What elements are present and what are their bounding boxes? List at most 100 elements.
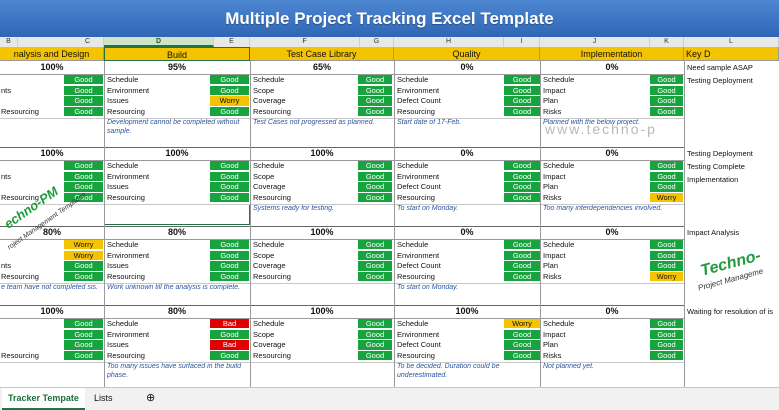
status-badge[interactable]: Good xyxy=(210,161,249,172)
status-badge[interactable]: Good xyxy=(504,161,540,172)
status-badge[interactable]: Good xyxy=(358,106,392,118)
status-badge[interactable]: Worry xyxy=(210,96,249,107)
selected-cell[interactable] xyxy=(104,204,250,225)
column-header-j[interactable]: J xyxy=(540,37,650,47)
key-note[interactable]: Impact Analysis xyxy=(687,228,740,237)
status-badge[interactable]: Good xyxy=(64,96,103,107)
percent-complete[interactable]: 65% xyxy=(312,62,331,72)
key-note[interactable]: Need sample ASAP xyxy=(687,63,753,72)
status-badge[interactable]: Good xyxy=(64,271,103,283)
status-badge[interactable]: Good xyxy=(504,261,540,272)
percent-complete[interactable]: 100% xyxy=(40,148,64,158)
status-badge[interactable]: Good xyxy=(210,75,249,86)
key-note[interactable]: Testing Deployment xyxy=(687,149,753,158)
section-header-5[interactable]: Key D xyxy=(684,47,779,61)
percent-complete[interactable]: 80% xyxy=(167,306,186,316)
percent-complete[interactable]: 80% xyxy=(167,227,186,237)
status-badge[interactable]: Good xyxy=(650,240,683,251)
comment-note[interactable]: Test Cases not progressed as planned. xyxy=(253,119,375,126)
percent-complete[interactable]: 0% xyxy=(605,306,619,316)
status-badge[interactable]: Good xyxy=(358,192,392,204)
column-header-l[interactable]: L xyxy=(684,37,779,47)
column-header-f[interactable]: F xyxy=(250,37,360,47)
percent-complete[interactable]: 95% xyxy=(167,62,186,72)
status-badge[interactable]: Good xyxy=(210,106,249,118)
status-badge[interactable]: Worry xyxy=(504,319,540,330)
sheet-tab-tracker[interactable]: Tracker Tempate xyxy=(2,388,85,410)
status-badge[interactable]: Worry xyxy=(650,271,683,283)
percent-complete[interactable]: 0% xyxy=(460,62,474,72)
section-header-1[interactable]: Build xyxy=(104,47,250,61)
status-badge[interactable]: Good xyxy=(210,85,249,96)
percent-complete[interactable]: 100% xyxy=(310,148,334,158)
column-header-b[interactable]: B xyxy=(0,37,18,47)
column-header-g[interactable]: G xyxy=(360,37,394,47)
comment-note[interactable]: Work unknown till the analysis is comple… xyxy=(107,284,241,291)
status-badge[interactable]: Good xyxy=(358,261,392,272)
status-badge[interactable]: Good xyxy=(210,171,249,182)
comment-note[interactable]: To start on Monday. xyxy=(397,284,459,291)
status-badge[interactable]: Worry xyxy=(64,250,103,261)
column-header-e[interactable]: E xyxy=(214,37,250,47)
status-badge[interactable]: Bad xyxy=(210,319,249,330)
percent-complete[interactable]: 0% xyxy=(460,227,474,237)
key-note[interactable]: Waiting for resolution of is xyxy=(687,307,774,316)
status-badge[interactable]: Good xyxy=(64,340,103,351)
percent-complete[interactable]: 100% xyxy=(310,227,334,237)
comment-note[interactable]: Systems ready for testing. xyxy=(253,205,334,212)
status-badge[interactable]: Good xyxy=(64,261,103,272)
comment-note[interactable]: Too many issues have surfaced in the bui… xyxy=(107,363,241,379)
percent-complete[interactable]: 100% xyxy=(40,62,64,72)
status-badge[interactable]: Good xyxy=(210,329,249,340)
column-header-i[interactable]: I xyxy=(504,37,540,47)
status-badge[interactable]: Good xyxy=(650,319,683,330)
sheet-tab-lists[interactable]: Lists xyxy=(94,393,113,403)
key-note[interactable]: Implementation xyxy=(687,175,739,184)
status-badge[interactable]: Good xyxy=(210,250,249,261)
percent-complete[interactable]: 0% xyxy=(605,227,619,237)
status-badge[interactable]: Good xyxy=(210,240,249,251)
status-badge[interactable]: Good xyxy=(64,161,103,172)
percent-complete[interactable]: 100% xyxy=(165,148,189,158)
status-badge[interactable]: Good xyxy=(64,171,103,182)
comment-note[interactable]: Not planned yet. xyxy=(543,363,594,370)
status-badge[interactable]: Worry xyxy=(650,192,683,204)
status-badge[interactable]: Good xyxy=(210,182,249,193)
comment-note[interactable]: e team have not completed sis. xyxy=(1,284,98,291)
comment-note[interactable]: To be decided. Duration could be underes… xyxy=(397,363,500,379)
status-badge[interactable]: Good xyxy=(358,240,392,251)
status-badge[interactable]: Good xyxy=(210,261,249,272)
status-badge[interactable]: Good xyxy=(504,171,540,182)
status-badge[interactable]: Good xyxy=(64,319,103,330)
status-badge[interactable]: Good xyxy=(650,106,683,118)
status-badge[interactable]: Bad xyxy=(210,340,249,351)
percent-complete[interactable]: 80% xyxy=(42,227,61,237)
status-badge[interactable]: Good xyxy=(650,340,683,351)
status-badge[interactable]: Good xyxy=(504,271,540,283)
status-badge[interactable]: Good xyxy=(64,329,103,340)
column-header-h[interactable]: H xyxy=(394,37,504,47)
status-badge[interactable]: Good xyxy=(504,106,540,118)
comment-note[interactable]: Too many interdependencies involved. xyxy=(543,205,663,212)
status-badge[interactable]: Good xyxy=(358,271,392,283)
status-badge[interactable]: Good xyxy=(504,85,540,96)
status-badge[interactable]: Good xyxy=(650,161,683,172)
status-badge[interactable]: Good xyxy=(64,106,103,118)
status-badge[interactable]: Good xyxy=(504,96,540,107)
section-header-0[interactable]: nalysis and Design xyxy=(0,47,104,61)
comment-note[interactable]: Planned with the below project. xyxy=(543,119,640,126)
status-badge[interactable]: Good xyxy=(650,329,683,340)
section-header-2[interactable]: Test Case Library xyxy=(250,47,394,61)
status-badge[interactable]: Good xyxy=(358,350,392,362)
status-badge[interactable]: Good xyxy=(504,182,540,193)
comment-note[interactable]: Development cannot be completed without … xyxy=(107,119,240,135)
status-badge[interactable]: Good xyxy=(650,85,683,96)
status-badge[interactable]: Good xyxy=(504,192,540,204)
status-badge[interactable]: Good xyxy=(64,85,103,96)
status-badge[interactable]: Good xyxy=(358,85,392,96)
status-badge[interactable]: Good xyxy=(650,182,683,193)
status-badge[interactable]: Good xyxy=(504,250,540,261)
status-badge[interactable]: Good xyxy=(504,340,540,351)
percent-complete[interactable]: 100% xyxy=(40,306,64,316)
percent-complete[interactable]: 100% xyxy=(455,306,479,316)
